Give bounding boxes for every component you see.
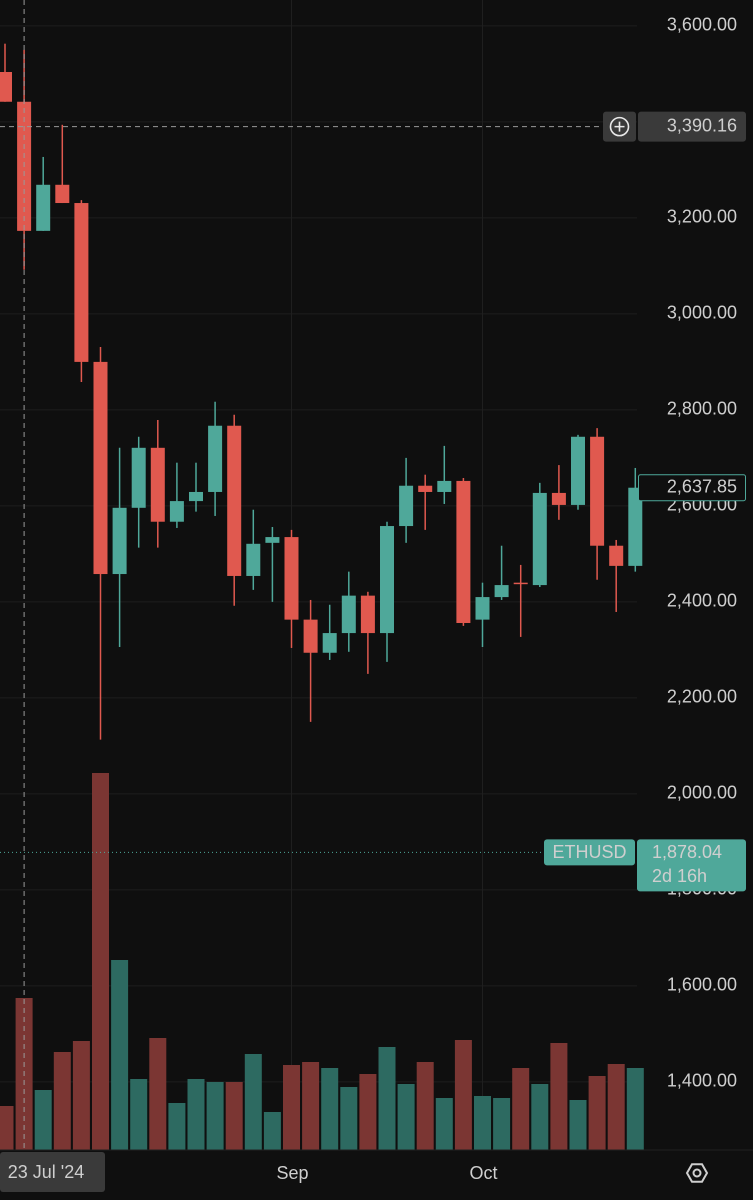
volume-bar [588,1076,606,1150]
candle-body [532,492,547,586]
candle-body [341,595,356,634]
volume-bar [244,1054,262,1150]
settings-icon [685,1163,709,1183]
volume-bar [550,1043,568,1150]
crosshair-date-box [0,1152,105,1192]
x-tick-label: Sep [276,1163,308,1183]
volume-bar [34,1090,52,1150]
volume-bar [397,1084,415,1150]
candle-body [437,480,452,492]
candle-body [131,447,146,508]
volume-bar [111,960,129,1150]
y-tick-label: 2,000.00 [667,783,737,803]
candle-body [55,184,70,204]
candle-body [609,545,624,566]
candle-body [628,487,643,566]
y-tick-label: 3,600.00 [667,15,737,35]
y-tick-label: 3,000.00 [667,303,737,323]
candle-body [150,447,165,522]
y-tick-label: 3,200.00 [667,207,737,227]
candle-body [265,537,280,543]
candle-body [475,597,490,620]
marker-countdown: 2d 16h [652,866,707,886]
volume-bar [92,773,109,1150]
candle-body [246,543,261,576]
y-tick-label: 2,800.00 [667,399,737,419]
candle-body [93,361,108,575]
settings-button[interactable] [685,1163,709,1183]
candle-body [36,184,51,231]
volume-bar [416,1062,434,1150]
candle-body [284,537,299,620]
volume-bar [263,1112,281,1150]
volume-bar [474,1096,491,1150]
candle-body [418,485,433,492]
volume-bar [321,1068,339,1150]
volume-bar [72,1041,90,1150]
candle-body [189,491,203,502]
volume-bar [283,1065,300,1150]
volume-bar [626,1068,644,1150]
crosshair-price-box [638,111,746,142]
candle-body [513,582,528,585]
volume-bar [0,1106,14,1150]
crosshair-add-icon [609,116,630,137]
candle-body [112,507,127,575]
last-price-label: 2,637.85 [667,476,737,496]
candle-body [494,585,509,598]
price-axis: 1,400.001,600.001,800.002,000.002,200.00… [667,15,737,1091]
candle-body [571,436,585,505]
volume-bar [206,1082,224,1150]
marker-symbol-box [544,839,635,866]
volume-bar [168,1103,186,1150]
settings-icon-center [692,1168,702,1178]
volume-bar [130,1079,148,1150]
candle-body [0,71,12,102]
candle-body [551,492,566,505]
volume-bar [340,1087,358,1150]
y-tick-label: 1,600.00 [667,975,737,995]
y-tick-label: 2,200.00 [667,687,737,707]
candle-body [399,485,414,527]
volume-bar [149,1038,167,1150]
marker-price-label: 1,878.04 [652,842,722,862]
candle-body [456,480,471,623]
volume-bar [531,1084,549,1150]
volume-bar [187,1079,205,1150]
crosshair-add-icon-plus [614,121,625,132]
candle-body [360,595,375,634]
y-tick-label: 2,400.00 [667,591,737,611]
y-tick-label: 1,400.00 [667,1071,737,1091]
marker-symbol: ETHUSD [552,842,626,862]
volume-bar [569,1100,587,1150]
volume-bar [454,1040,472,1150]
volume-bar [225,1082,243,1150]
x-tick-label: Oct [469,1163,497,1183]
volume-bar [378,1047,396,1150]
candle-body [227,425,242,576]
candle-body [322,633,337,653]
crosshair-price-label: 3,390.16 [667,115,737,135]
volume-bar [302,1062,320,1150]
marker-price-box [637,839,746,892]
volume-bar [493,1098,511,1150]
candle-body [380,526,394,634]
last-price-box [638,474,746,502]
candle-body [303,619,318,653]
candle-body [74,203,89,362]
crosshair-date-label: 23 Jul '24 [8,1162,85,1182]
volume-bar [512,1068,530,1150]
volume-bar [53,1052,71,1150]
plot [0,43,644,1150]
candle-body [590,436,605,546]
volume-bar [435,1098,453,1150]
volume-bar [359,1074,377,1150]
candle-body [208,425,223,492]
candle-body [169,501,184,522]
volume-bar [607,1064,625,1150]
